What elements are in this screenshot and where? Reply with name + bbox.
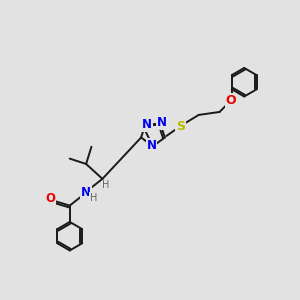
Text: S: S: [176, 120, 185, 133]
Text: H: H: [102, 180, 110, 190]
Text: N: N: [81, 186, 91, 199]
Text: O: O: [45, 192, 56, 205]
Text: N: N: [147, 139, 157, 152]
Text: O: O: [226, 94, 236, 107]
Text: N: N: [142, 118, 152, 131]
Text: N: N: [157, 116, 167, 130]
Text: H: H: [90, 193, 97, 202]
